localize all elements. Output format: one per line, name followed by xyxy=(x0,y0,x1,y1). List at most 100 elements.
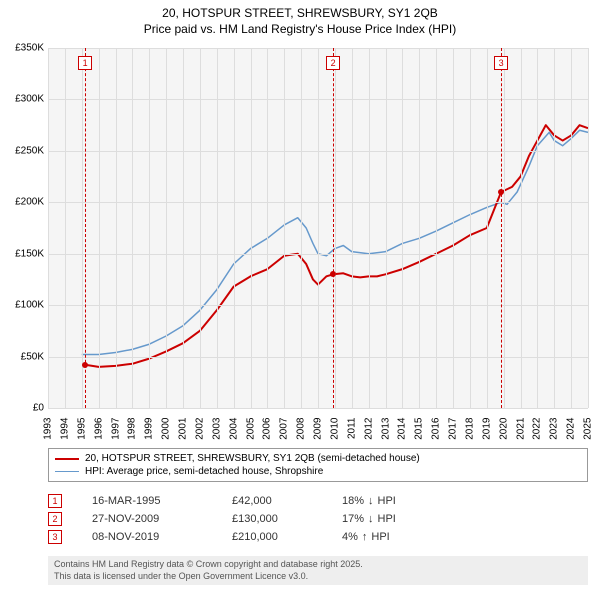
title-block: 20, HOTSPUR STREET, SHREWSBURY, SY1 2QB … xyxy=(0,0,600,37)
legend-label: HPI: Average price, semi-detached house,… xyxy=(85,466,323,477)
event-row-date: 08-NOV-2019 xyxy=(92,531,202,543)
event-row-hpi-label: HPI xyxy=(378,513,396,525)
gridline-vertical xyxy=(251,48,252,408)
x-tick-label: 2002 xyxy=(194,418,205,440)
legend-swatch xyxy=(55,458,79,460)
gridline-vertical xyxy=(82,48,83,408)
x-tick-label: 2004 xyxy=(228,418,239,440)
gridline-vertical xyxy=(65,48,66,408)
gridline-vertical xyxy=(436,48,437,408)
event-row-hpi: 18%↓HPI xyxy=(342,495,396,507)
gridline-vertical xyxy=(234,48,235,408)
x-tick-label: 2020 xyxy=(498,418,509,440)
y-tick-label: £0 xyxy=(33,403,44,414)
x-tick-label: 1997 xyxy=(110,418,121,440)
x-tick-label: 2023 xyxy=(549,418,560,440)
y-axis: £0£50K£100K£150K£200K£250K£300K£350K xyxy=(0,48,48,408)
event-line xyxy=(333,48,334,408)
chart-container: 20, HOTSPUR STREET, SHREWSBURY, SY1 2QB … xyxy=(0,0,600,590)
gridline-vertical xyxy=(588,48,589,408)
event-row-hpi: 17% ↓ HPI xyxy=(342,513,396,525)
x-tick-label: 2014 xyxy=(397,418,408,440)
x-tick-label: 2012 xyxy=(363,418,374,440)
event-row: 227-NOV-2009£130,00017%↓HPI xyxy=(48,510,588,528)
y-tick-label: £250K xyxy=(15,145,44,156)
x-tick-label: 2006 xyxy=(262,418,273,440)
event-marker: 3 xyxy=(494,56,508,70)
x-tick-label: 2003 xyxy=(211,418,222,440)
event-marker: 2 xyxy=(326,56,340,70)
sale-marker-dot xyxy=(330,271,336,277)
gridline-vertical xyxy=(352,48,353,408)
gridline-vertical xyxy=(335,48,336,408)
legend-swatch xyxy=(55,471,79,473)
x-tick-label: 2021 xyxy=(515,418,526,440)
x-tick-label: 2010 xyxy=(329,418,340,440)
gridline-vertical xyxy=(453,48,454,408)
event-line xyxy=(501,48,502,408)
gridline-vertical xyxy=(318,48,319,408)
x-tick-label: 2024 xyxy=(566,418,577,440)
arrow-down-icon: ↓ xyxy=(368,513,374,525)
footer-line2: This data is licensed under the Open Gov… xyxy=(54,571,582,583)
gridline-vertical xyxy=(48,48,49,408)
x-tick-label: 2008 xyxy=(296,418,307,440)
x-tick-label: 2007 xyxy=(279,418,290,440)
x-tick-label: 2025 xyxy=(583,418,594,440)
legend-label: 20, HOTSPUR STREET, SHREWSBURY, SY1 2QB … xyxy=(85,453,420,464)
event-row-hpi-pct: 4% xyxy=(342,531,358,543)
plot-area: 1 2 3 xyxy=(48,48,588,408)
sale-marker-dot xyxy=(82,362,88,368)
x-axis: 1993199419951996199719981999200020012002… xyxy=(48,408,588,448)
gridline-vertical xyxy=(183,48,184,408)
arrow-down-icon: ↓ xyxy=(368,495,374,507)
x-tick-label: 1998 xyxy=(127,418,138,440)
sale-marker-dot xyxy=(498,189,504,195)
event-row-marker: 3 xyxy=(48,530,62,544)
series-line-property xyxy=(85,125,588,367)
gridline-vertical xyxy=(402,48,403,408)
x-tick-label: 1993 xyxy=(43,418,54,440)
gridline-vertical xyxy=(554,48,555,408)
x-tick-label: 2001 xyxy=(178,418,189,440)
title-line1: 20, HOTSPUR STREET, SHREWSBURY, SY1 2QB xyxy=(0,6,600,22)
x-tick-label: 2009 xyxy=(313,418,324,440)
x-tick-label: 2016 xyxy=(431,418,442,440)
event-row-date: 16-MAR-1995 xyxy=(92,495,202,507)
x-tick-label: 1994 xyxy=(59,418,70,440)
legend-item: HPI: Average price, semi-detached house,… xyxy=(55,465,581,478)
gridline-vertical xyxy=(369,48,370,408)
gridline-vertical xyxy=(132,48,133,408)
y-tick-label: £350K xyxy=(15,43,44,54)
y-tick-label: £100K xyxy=(15,300,44,311)
x-tick-label: 1999 xyxy=(144,418,155,440)
gridline-vertical xyxy=(571,48,572,408)
x-tick-label: 2018 xyxy=(464,418,475,440)
x-tick-label: 2000 xyxy=(161,418,172,440)
event-row-hpi-label: HPI xyxy=(371,531,389,543)
x-tick-label: 2011 xyxy=(346,418,357,440)
event-row-price: £210,000 xyxy=(232,531,312,543)
footer-line1: Contains HM Land Registry data © Crown c… xyxy=(54,559,582,571)
y-tick-label: £50K xyxy=(21,351,44,362)
gridline-vertical xyxy=(470,48,471,408)
gridline-vertical xyxy=(116,48,117,408)
gridline-vertical xyxy=(301,48,302,408)
event-row-marker: 1 xyxy=(48,494,62,508)
events-table: 116-MAR-1995£42,00018%↓HPI227-NOV-2009£1… xyxy=(48,492,588,546)
gridline-vertical xyxy=(166,48,167,408)
x-tick-label: 2017 xyxy=(448,418,459,440)
x-tick-label: 2015 xyxy=(414,418,425,440)
legend-item: 20, HOTSPUR STREET, SHREWSBURY, SY1 2QB … xyxy=(55,452,581,465)
legend: 20, HOTSPUR STREET, SHREWSBURY, SY1 2QB … xyxy=(48,448,588,482)
gridline-vertical xyxy=(487,48,488,408)
event-row-hpi: 4%↑HPI xyxy=(342,531,390,543)
gridline-vertical xyxy=(537,48,538,408)
title-line2: Price paid vs. HM Land Registry's House … xyxy=(0,22,600,38)
event-row-hpi-pct: 17% xyxy=(342,513,364,525)
event-marker: 1 xyxy=(78,56,92,70)
event-row-price: £130,000 xyxy=(232,513,312,525)
event-row: 116-MAR-1995£42,00018%↓HPI xyxy=(48,492,588,510)
gridline-vertical xyxy=(504,48,505,408)
gridline-vertical xyxy=(284,48,285,408)
